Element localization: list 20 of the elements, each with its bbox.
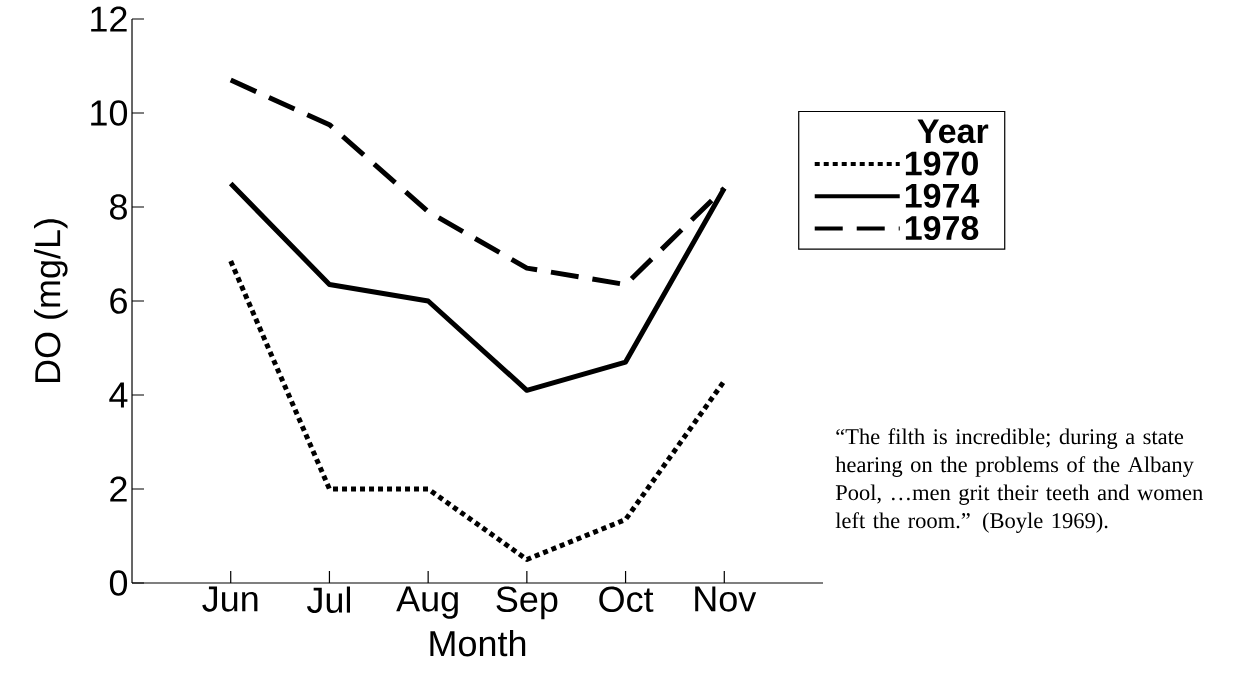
y-tick-label: 10 — [91, 100, 128, 126]
legend-label: 1974 — [905, 183, 980, 208]
x-axis-title: Month — [430, 630, 526, 657]
y-tick-label: 4 — [109, 382, 128, 408]
x-tick-label: Oct — [599, 586, 654, 613]
text: “The filth is incredible; during a state hearing on the problems of the Albany Pool, …men grit their teeth and women left the room.” (Boyle 1969). — [835, 428, 1203, 533]
y-tick-label: 0 — [109, 570, 128, 596]
y-tick-label: 6 — [110, 288, 127, 314]
y-tick-label: 12 — [91, 6, 127, 32]
legend-label: 1978 — [905, 215, 979, 240]
x-tick-label: Sep — [496, 586, 558, 620]
x-tick-label: Jul — [306, 586, 351, 613]
legend-title: Year — [917, 119, 989, 144]
y-tick-label: 8 — [110, 194, 127, 220]
x-tick-label: Nov — [695, 586, 757, 612]
y-axis-title: DO (mg/L) — [34, 219, 68, 383]
x-tick-label: Jun — [202, 586, 258, 612]
y-tick-label: 2 — [110, 476, 127, 502]
legend-label: 1970 — [905, 151, 978, 176]
x-tick-label: Aug — [396, 586, 458, 619]
